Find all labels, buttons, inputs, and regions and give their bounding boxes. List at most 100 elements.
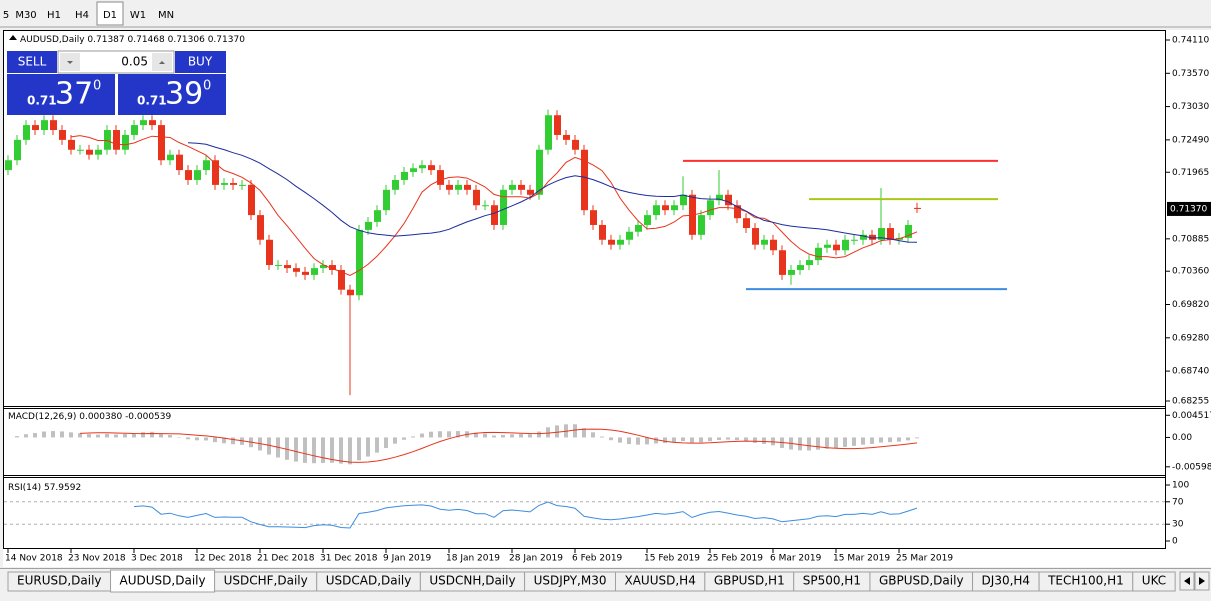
rsi-tick-label: 100 [1172, 481, 1189, 491]
tab-label: USDCNH,Daily [429, 574, 515, 588]
macd-bar [870, 437, 874, 443]
tab-label: USDCAD,Daily [326, 574, 412, 588]
candle-body [644, 215, 651, 225]
timeframe-button[interactable]: H1 [47, 10, 61, 21]
timeframe-button[interactable]: 5 [3, 10, 9, 21]
toolbar [0, 0, 1211, 27]
macd-bar [384, 437, 388, 448]
macd-bar [429, 432, 433, 438]
y-tick-label: 0.72490 [1172, 135, 1209, 145]
candle-body [293, 268, 300, 272]
macd-bar [366, 437, 370, 456]
timeframe-button[interactable]: MN [158, 10, 174, 21]
candle-body [464, 185, 471, 190]
sell-label: SELL [18, 55, 47, 69]
lot-value: 0.05 [121, 55, 148, 69]
candle-body [536, 150, 543, 195]
macd-bar [663, 437, 667, 443]
macd-bar [357, 437, 361, 460]
chart-header: AUDUSD,Daily 0.71387 0.71468 0.71306 0.7… [20, 35, 245, 45]
candle-body [131, 125, 138, 135]
candle-body [482, 205, 489, 206]
y-tick-label: 0.71965 [1172, 168, 1209, 178]
ohlc-value: 0.71370 [208, 35, 245, 45]
y-tick-label: 0.74110 [1172, 36, 1209, 46]
macd-bar [105, 434, 109, 438]
macd-bar [690, 437, 694, 442]
candle-body [752, 228, 759, 245]
tab-label: GBPUSD,Daily [879, 574, 964, 588]
macd-bar [213, 437, 217, 442]
x-tick-label: 9 Jan 2019 [383, 554, 431, 564]
macd-bar [906, 437, 910, 440]
macd-bar [843, 437, 847, 447]
candle-body [68, 140, 75, 150]
timeframe-button[interactable]: D1 [103, 10, 117, 21]
timeframe-button[interactable]: M30 [15, 10, 36, 21]
candle-body [617, 240, 624, 245]
macd-bar [816, 437, 820, 449]
candle-body [626, 232, 633, 240]
candle-body [266, 240, 273, 265]
macd-bar [420, 434, 424, 438]
x-tick-label: 12 Dec 2018 [194, 554, 252, 564]
candle-body [104, 130, 111, 150]
candle-body [797, 265, 804, 270]
candle-body [599, 225, 606, 240]
y-tick-label: 0.68255 [1172, 397, 1209, 407]
macd-bar [609, 437, 613, 440]
candle-body [662, 205, 669, 210]
macd-bar [699, 437, 703, 442]
candle-body [545, 115, 552, 150]
macd-bar [438, 431, 442, 437]
candle-body [365, 222, 372, 230]
x-tick-label: 25 Feb 2019 [707, 554, 763, 564]
macd-bar [546, 427, 550, 437]
macd-bar [519, 434, 523, 437]
y-tick-label: 0.69820 [1172, 300, 1209, 310]
macd-bar [591, 432, 595, 437]
candle-body [842, 240, 849, 250]
candle-body [5, 160, 12, 170]
macd-bar [69, 432, 73, 437]
ohlc-value: 0.71468 [128, 35, 165, 45]
candle-body [257, 215, 264, 240]
y-tick-label: 0.70885 [1172, 234, 1209, 244]
candle-body [914, 208, 921, 209]
x-tick-label: 15 Feb 2019 [644, 554, 700, 564]
candle-body [113, 130, 120, 150]
x-tick-label: 25 Mar 2019 [896, 554, 953, 564]
macd-bar [528, 434, 532, 437]
timeframe-button[interactable]: W1 [130, 10, 146, 21]
current-price-label: 0.71370 [1170, 204, 1207, 214]
macd-bar [915, 437, 919, 438]
macd-bar [645, 437, 649, 444]
x-tick-label: 31 Dec 2018 [320, 554, 378, 564]
candle-body [698, 215, 705, 235]
macd-bar [888, 437, 892, 442]
tab-label: USDJPY,M30 [534, 574, 607, 588]
macd-tick-label: 0.00 [1172, 433, 1192, 443]
macd-bar [492, 436, 496, 438]
candle-body [14, 140, 21, 160]
macd-bar [159, 434, 163, 438]
candle-body [392, 180, 399, 190]
candle-body [563, 135, 570, 140]
timeframe-button[interactable]: H4 [75, 10, 89, 21]
macd-bar [231, 437, 235, 444]
macd-bar [807, 437, 811, 450]
y-tick-label: 0.70360 [1172, 267, 1209, 277]
y-tick-label: 0.69280 [1172, 333, 1209, 343]
macd-bar [483, 434, 487, 438]
x-tick-label: 21 Dec 2018 [257, 554, 315, 564]
candle-body [149, 120, 156, 125]
x-tick-label: 14 Nov 2018 [5, 554, 63, 564]
candle-body [374, 210, 381, 222]
ask-big: 39 [165, 77, 203, 112]
candle-body [248, 185, 255, 215]
macd-bar [510, 434, 514, 437]
candle-body [590, 210, 597, 225]
buy-label: BUY [188, 55, 213, 69]
candle-body [410, 168, 417, 172]
candle-body [572, 140, 579, 150]
